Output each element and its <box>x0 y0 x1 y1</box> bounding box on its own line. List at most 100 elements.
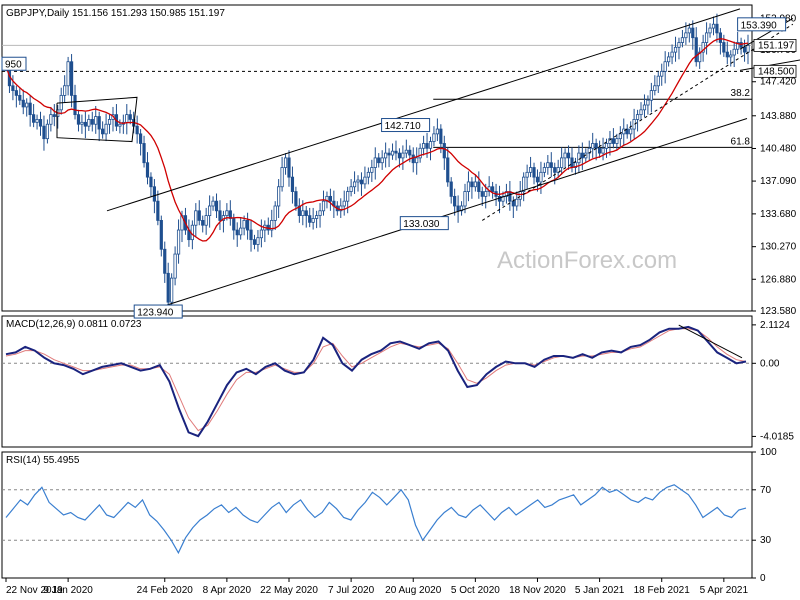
candle-body <box>156 200 160 221</box>
candle-body <box>273 205 277 221</box>
last-price-tag: 151.197 <box>758 40 795 51</box>
candle-body <box>477 181 481 192</box>
candle-body <box>280 167 284 188</box>
candle-body <box>649 90 653 101</box>
candle-body <box>321 200 326 212</box>
fib-label: 61.8 <box>731 136 751 147</box>
candle-body <box>204 215 208 226</box>
candle-body <box>301 210 305 217</box>
candle-body <box>591 143 595 149</box>
candle-body <box>384 152 388 159</box>
annotation-142710: 142.710 <box>385 121 422 132</box>
fib-label: 38.2 <box>731 88 751 99</box>
candle-body <box>214 200 219 212</box>
macd-ytick-label: 0.00 <box>760 358 780 369</box>
candle-body <box>542 167 546 173</box>
rsi-ytick-label: 0 <box>760 573 766 584</box>
candle-body <box>69 61 74 96</box>
candle-body <box>346 191 350 202</box>
candle-body <box>166 272 170 303</box>
candle-body <box>118 123 122 127</box>
price-ytick-label: 147.420 <box>760 77 797 88</box>
candle-body <box>66 61 70 87</box>
price-ytick-label: 123.580 <box>760 306 797 317</box>
watermark: ActionForex.com <box>497 247 677 274</box>
candle-body <box>473 181 477 188</box>
candle-body <box>698 51 702 63</box>
candle-body <box>377 157 381 164</box>
candle-body <box>42 125 46 140</box>
candle-body <box>11 85 15 91</box>
candle-body <box>546 162 550 168</box>
candle-body <box>601 147 605 154</box>
candle-body <box>242 220 246 229</box>
price-ytick-label: 140.480 <box>760 143 797 154</box>
candle-body <box>28 102 32 116</box>
candle-body <box>73 94 77 116</box>
candle-body <box>208 205 212 217</box>
candle-body <box>349 186 353 192</box>
annotation-950: 950 <box>5 60 22 71</box>
annotation-153390-box <box>737 17 787 32</box>
candle-body <box>352 181 357 188</box>
candle-body <box>667 56 671 63</box>
candle-body <box>560 157 564 168</box>
candle-body <box>152 186 156 202</box>
candle-body <box>14 90 18 96</box>
candle-body <box>570 157 574 168</box>
candle-body <box>194 210 198 226</box>
candle-body <box>573 162 578 168</box>
candle-body <box>691 27 695 39</box>
annotation-950-box <box>1 56 27 71</box>
annotation-123940: 123.940 <box>137 308 174 319</box>
candle-body <box>38 119 43 127</box>
candle-body <box>397 152 402 159</box>
rsi-panel-frame <box>1 451 753 579</box>
candle-body <box>687 27 691 34</box>
candle-body <box>625 128 629 135</box>
candle-body <box>642 104 647 111</box>
candle-body <box>401 152 405 159</box>
candle-body <box>94 116 98 125</box>
rsi-ytick-label: 100 <box>760 447 777 458</box>
candle-body <box>287 157 291 178</box>
candle-body <box>104 123 108 135</box>
candle-body <box>670 51 674 58</box>
macd-ytick-label: -4.0185 <box>760 431 794 442</box>
candle-body <box>359 179 364 185</box>
candle-body <box>173 253 177 279</box>
candle-body <box>308 215 312 223</box>
candle-body <box>580 152 584 159</box>
candle-body <box>715 23 719 34</box>
candle-body <box>328 195 333 202</box>
candle-body <box>549 162 553 168</box>
consolidation-box <box>56 96 138 143</box>
candle-body <box>197 210 201 221</box>
candle-body <box>556 167 560 173</box>
rsi-ytick-label: 30 <box>760 535 772 546</box>
price-ytick-label: 130.270 <box>760 242 797 253</box>
candle-body <box>553 167 557 173</box>
candle-body <box>673 46 678 53</box>
rsi-line <box>5 484 747 555</box>
dashed-trend-line <box>481 23 794 221</box>
candle-body <box>176 229 181 255</box>
candle-body <box>480 191 484 197</box>
candle-body <box>694 37 698 63</box>
x-tick-label: 7 Jul 2020 <box>328 585 375 596</box>
price-ytick-label: 133.680 <box>760 209 797 220</box>
candle-body <box>411 154 415 164</box>
candle-body <box>470 181 474 188</box>
x-tick-label: 24 Feb 2020 <box>137 585 194 596</box>
candle-body <box>566 152 571 159</box>
macd-ytick-label: 2.1124 <box>760 320 790 331</box>
candle-body <box>711 23 716 29</box>
candle-body <box>159 220 163 250</box>
last-price-tag-box <box>753 39 797 52</box>
candle-body <box>629 128 633 135</box>
macd-title: MACD(12,26,9) 0.0811 0.0723 <box>6 319 142 330</box>
candle-body <box>604 143 609 149</box>
candle-body <box>339 205 343 212</box>
candle-body <box>107 119 112 125</box>
